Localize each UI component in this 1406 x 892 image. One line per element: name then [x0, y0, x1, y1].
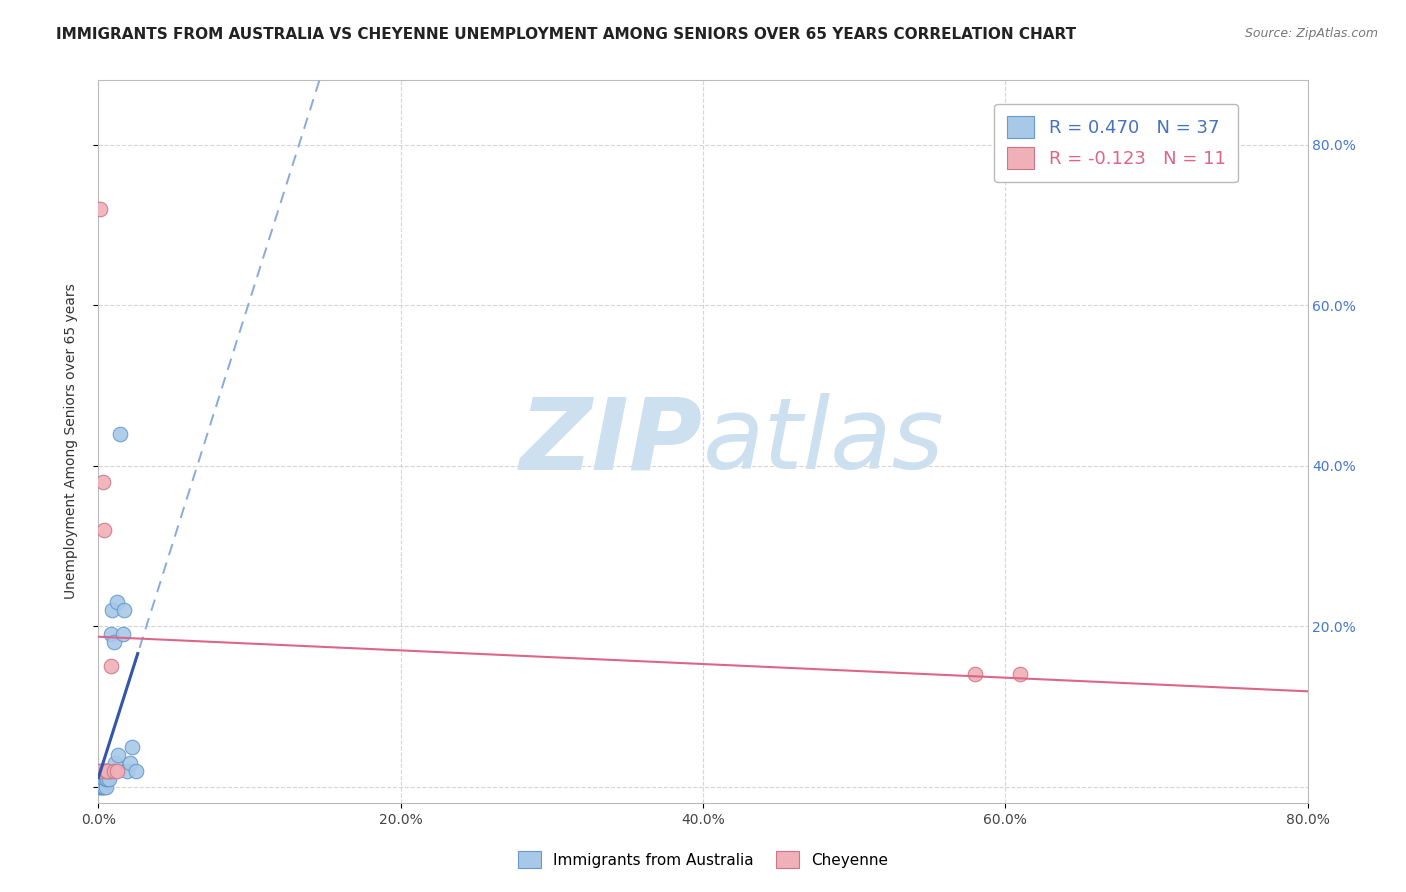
- Point: [90, 764, 112, 778]
- Point: [112, 603, 135, 617]
- Point: [89, 780, 111, 794]
- Point: [121, 739, 143, 754]
- Point: [89, 772, 111, 786]
- Point: [89, 772, 111, 786]
- Point: [96, 764, 118, 778]
- Point: [94, 764, 117, 778]
- Point: [94, 764, 117, 778]
- Point: [104, 756, 127, 770]
- Point: [100, 659, 122, 673]
- Point: [93, 523, 115, 537]
- Point: [965, 667, 987, 681]
- Point: [105, 764, 128, 778]
- Legend: Immigrants from Australia, Cheyenne: Immigrants from Australia, Cheyenne: [510, 844, 896, 875]
- Point: [90, 772, 112, 786]
- Point: [103, 764, 125, 778]
- Point: [98, 764, 121, 778]
- Point: [100, 764, 122, 778]
- Point: [94, 772, 117, 786]
- Point: [120, 756, 142, 770]
- Point: [111, 627, 134, 641]
- Point: [93, 764, 115, 778]
- Point: [1010, 667, 1032, 681]
- Point: [96, 764, 118, 778]
- Text: ZIP: ZIP: [520, 393, 703, 490]
- Point: [107, 747, 129, 762]
- Y-axis label: Unemployment Among Seniors over 65 years: Unemployment Among Seniors over 65 years: [63, 284, 77, 599]
- Point: [90, 772, 112, 786]
- Point: [125, 764, 148, 778]
- Point: [94, 780, 117, 794]
- Point: [96, 772, 118, 786]
- Legend: R = 0.470   N = 37, R = -0.123   N = 11: R = 0.470 N = 37, R = -0.123 N = 11: [994, 103, 1239, 182]
- Point: [91, 475, 114, 489]
- Text: Source: ZipAtlas.com: Source: ZipAtlas.com: [1244, 27, 1378, 40]
- Point: [108, 426, 131, 441]
- Point: [93, 772, 115, 786]
- Point: [89, 202, 111, 216]
- Point: [91, 772, 114, 786]
- Point: [105, 595, 128, 609]
- Point: [115, 764, 138, 778]
- Point: [101, 603, 124, 617]
- Text: atlas: atlas: [703, 393, 945, 490]
- Text: IMMIGRANTS FROM AUSTRALIA VS CHEYENNE UNEMPLOYMENT AMONG SENIORS OVER 65 YEARS C: IMMIGRANTS FROM AUSTRALIA VS CHEYENNE UN…: [56, 27, 1077, 42]
- Point: [100, 627, 122, 641]
- Point: [89, 780, 111, 794]
- Point: [90, 764, 112, 778]
- Point: [93, 780, 115, 794]
- Point: [91, 764, 114, 778]
- Point: [91, 780, 114, 794]
- Point: [98, 772, 121, 786]
- Point: [90, 764, 112, 778]
- Point: [90, 780, 112, 794]
- Point: [91, 780, 114, 794]
- Point: [103, 635, 125, 649]
